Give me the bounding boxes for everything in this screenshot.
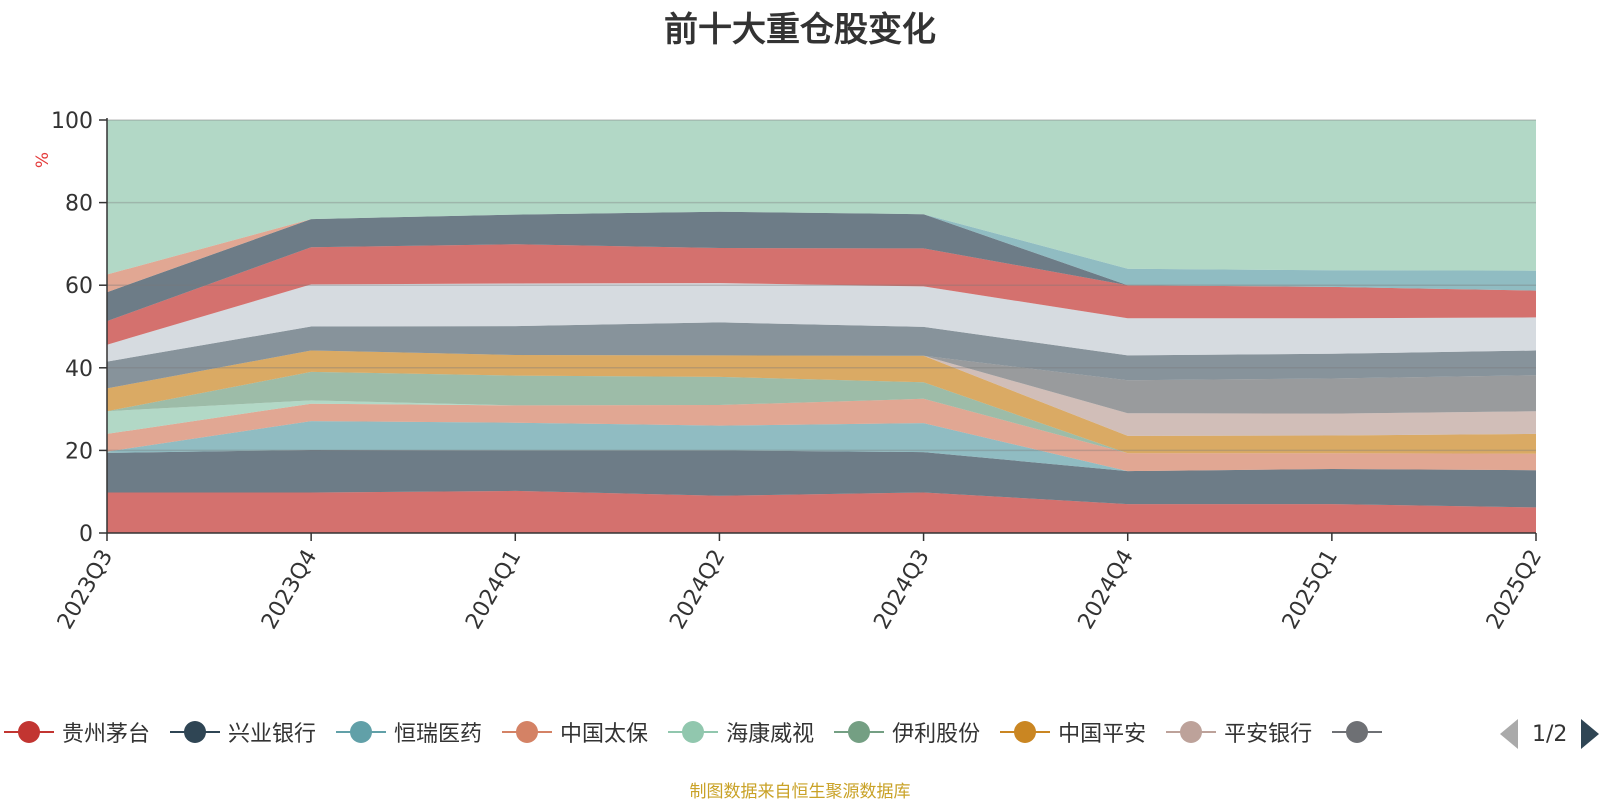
legend-item-1[interactable]: 贵州茅台 xyxy=(4,712,150,752)
legend-label: 海康威视 xyxy=(726,722,815,747)
y-tick-label-5: 80 xyxy=(65,192,93,217)
x-tick-label-2: 2023Q4 xyxy=(257,546,322,634)
area-series-2 xyxy=(107,450,1536,508)
legend-label: 中国太保 xyxy=(560,722,649,747)
legend-marker-icon xyxy=(834,720,885,744)
area-series-16 xyxy=(107,120,1536,275)
y-tick-label-1: 0 xyxy=(79,522,93,547)
area-series-14 xyxy=(107,211,1536,293)
x-tick-label-4: 2024Q2 xyxy=(665,546,730,634)
y-tick-label-4: 60 xyxy=(65,274,93,299)
area-series-7 xyxy=(107,350,1536,454)
area-series-3 xyxy=(107,421,1536,472)
legend-item-8[interactable]: 平安银行 xyxy=(1166,712,1312,752)
x-tick-label-6: 2024Q4 xyxy=(1074,546,1139,634)
y-axis-label: % xyxy=(33,152,53,168)
legend-label: 平安银行 xyxy=(1224,722,1313,747)
legend-item-3[interactable]: 恒瑞医药 xyxy=(336,712,482,752)
legend-marker-icon xyxy=(1000,720,1051,744)
legend-label: 贵州茅台 xyxy=(62,722,151,747)
x-tick-label-5: 2024Q3 xyxy=(869,546,934,634)
legend-label: 伊利股份 xyxy=(892,722,981,747)
area-series-9 xyxy=(107,350,1536,414)
area-series-10 xyxy=(107,322,1536,389)
legend-label: 兴业银行 xyxy=(228,722,317,747)
area-series-8 xyxy=(107,350,1536,436)
grid-lines xyxy=(107,119,1536,452)
legend-marker-icon xyxy=(1332,720,1383,744)
legend-item-9[interactable] xyxy=(1332,712,1390,752)
area-series-13 xyxy=(107,211,1536,322)
pager-prev-arrow-icon[interactable] xyxy=(1500,719,1518,749)
legend-item-5[interactable]: 海康威视 xyxy=(668,712,814,752)
x-tick-label-8: 2025Q2 xyxy=(1482,546,1547,634)
y-tick-label-6: 100 xyxy=(51,109,93,134)
x-tick-label-7: 2025Q1 xyxy=(1278,546,1343,634)
y-tick-label-3: 40 xyxy=(65,357,93,382)
legend-item-6[interactable]: 伊利股份 xyxy=(834,712,980,752)
area-series-4 xyxy=(107,398,1536,472)
area-series-1 xyxy=(107,490,1536,533)
data-source-note: 制图数据来自恒生聚源数据库 xyxy=(689,782,911,802)
legend-marker-icon xyxy=(502,720,553,744)
legend-marker-icon xyxy=(170,720,221,744)
area-layers xyxy=(107,120,1536,533)
x-tick-label-1: 2023Q3 xyxy=(53,546,118,634)
legend-marker-icon xyxy=(668,720,719,744)
legend-item-4[interactable]: 中国太保 xyxy=(502,712,648,752)
area-series-6 xyxy=(107,371,1536,454)
legend-marker-icon xyxy=(4,720,54,744)
legend-item-7[interactable]: 中国平安 xyxy=(1000,712,1146,752)
area-series-12 xyxy=(107,244,1536,345)
chart-title: 前十大重仓股变化 xyxy=(664,10,936,50)
legend-label: 恒瑞医药 xyxy=(394,722,483,747)
legend-item-2[interactable]: 兴业银行 xyxy=(170,712,316,752)
area-series-5 xyxy=(107,398,1536,454)
pager-next-arrow-icon[interactable] xyxy=(1581,719,1600,749)
legend: 贵州茅台 兴业银行 恒瑞医药 中国太保 海康威视 伊利股份 中国平安 平安银行 xyxy=(0,712,1478,752)
area-series-11 xyxy=(107,283,1536,362)
legend-marker-icon xyxy=(1166,720,1217,744)
legend-label: 中国平安 xyxy=(1058,722,1147,747)
pager-page-indicator: 1/2 xyxy=(1532,721,1568,747)
legend-marker-icon xyxy=(336,720,387,744)
y-tick-label-2: 20 xyxy=(65,439,93,464)
x-tick-label-3: 2024Q1 xyxy=(461,546,526,634)
legend-pager: 1/2 xyxy=(1500,716,1600,752)
